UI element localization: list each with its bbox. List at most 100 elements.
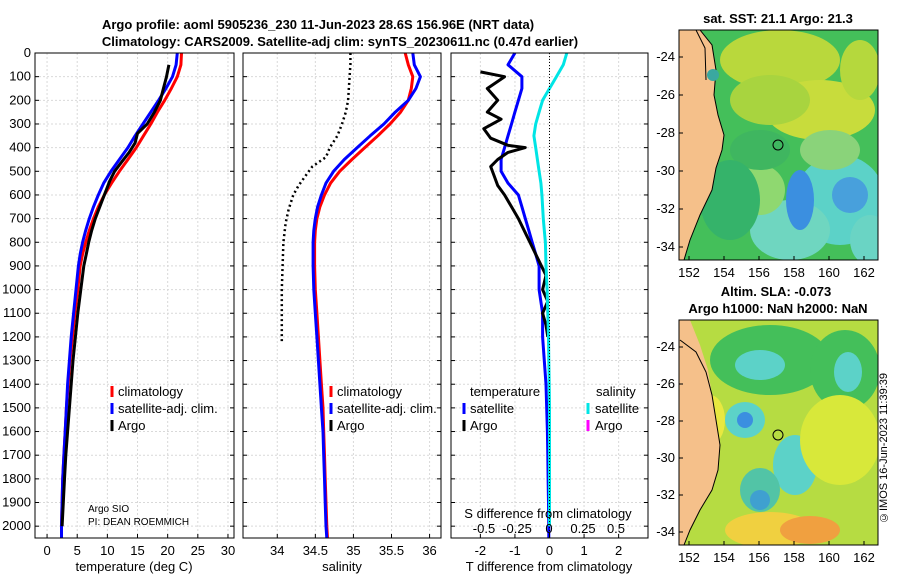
x-tick-label: 25: [191, 543, 205, 558]
sst-coastline: [683, 30, 725, 260]
x-tick-label: -2: [475, 543, 487, 558]
x-tick-label: 36: [422, 543, 436, 558]
y-tick-label: 1900: [2, 495, 31, 510]
series-argo: [60, 64, 171, 527]
s-tick-label: 0: [545, 521, 552, 536]
series-salinity-satellite: [532, 52, 569, 527]
map-y-tick-label: -24: [656, 339, 675, 354]
diff-legend-sal-argo: Argo: [595, 418, 622, 433]
sla-map-panel: Altim. SLA: -0.073 Argo h1000: NaN h2000…: [656, 284, 879, 565]
y-tick-label: 1600: [2, 424, 31, 439]
x-tick-label: 35: [346, 543, 360, 558]
series-argo: [280, 53, 352, 342]
x-tick-label: 10: [100, 543, 114, 558]
x-tick-label: 30: [221, 543, 235, 558]
legend-title-temperature: temperature: [470, 384, 540, 399]
sla-map-axes: [678, 319, 879, 546]
y-tick-label: 600: [9, 187, 31, 202]
y-tick-label: 0: [24, 45, 31, 60]
map-x-tick-label: 162: [853, 550, 875, 565]
map-x-tick-label: 158: [783, 550, 805, 565]
series-temperature-argo: [480, 70, 550, 338]
sal-legend-argo: Argo: [337, 418, 364, 433]
map-y-tick-label: -30: [656, 450, 675, 465]
difference-panel: -2 -1 0 1 2 T difference from climatology S …: [450, 52, 649, 574]
temperature-xlabel: temperature (deg C): [75, 559, 192, 574]
map-y-tick-label: -24: [656, 49, 675, 64]
map-x-tick-label: 156: [748, 265, 770, 280]
y-tick-label: 400: [9, 140, 31, 155]
y-tick-label: 2000: [2, 518, 31, 533]
difference-xlabel: T difference from climatology: [466, 559, 633, 574]
series-satellite-adj-clim-: [60, 52, 179, 538]
sal-legend-climatology: climatology: [337, 384, 403, 399]
map-x-tick-label: 160: [818, 265, 840, 280]
sla-map-title: Altim. SLA: -0.073: [721, 284, 832, 299]
temperature-axes: [34, 52, 235, 539]
x-tick-label: 34.5: [303, 543, 328, 558]
x-tick-label: 0: [43, 543, 50, 558]
sla-float-marker: [772, 429, 784, 441]
salinity-xlabel: salinity: [322, 559, 362, 574]
map-y-tick-label: -34: [656, 239, 675, 254]
legend-satellite: satellite-adj. clim.: [118, 401, 218, 416]
sst-float-marker: [772, 139, 784, 151]
sal-legend-satellite: satellite-adj. clim.: [337, 401, 437, 416]
map-x-tick-label: 162: [853, 265, 875, 280]
s-tick-label: -0.5: [473, 521, 495, 536]
map-y-tick-label: -30: [656, 163, 675, 178]
s-tick-label: -0.25: [502, 521, 532, 536]
y-tick-label: 1300: [2, 353, 31, 368]
series-climatology: [313, 52, 415, 539]
map-x-tick-label: 154: [713, 550, 735, 565]
sla-coastline: [679, 339, 721, 545]
series-temperature-satellite: [499, 52, 551, 538]
legend-title-salinity: salinity: [596, 384, 636, 399]
map-x-tick-label: 160: [818, 550, 840, 565]
sst-map-title: sat. SST: 21.1 Argo: 21.3: [703, 11, 853, 26]
sla-land: [679, 320, 720, 545]
x-tick-label: 0: [546, 543, 553, 558]
annotation-argo-sio: Argo SIO: [88, 504, 129, 515]
map-x-tick-label: 154: [713, 265, 735, 280]
s-tick-label: 0.25: [570, 521, 595, 536]
y-tick-label: 900: [9, 258, 31, 273]
y-tick-label: 100: [9, 69, 31, 84]
map-x-tick-label: 152: [678, 265, 700, 280]
y-tick-label: 500: [9, 163, 31, 178]
y-tick-label: 1800: [2, 471, 31, 486]
legend-argo: Argo: [118, 418, 145, 433]
series-satellite-adj-clim-: [311, 52, 422, 539]
annotation-pi: PI: DEAN ROEMMICH: [88, 517, 189, 528]
y-tick-label: 1400: [2, 376, 31, 391]
diff-legend-temp-satellite: satellite: [470, 401, 514, 416]
map-y-tick-label: -32: [656, 201, 675, 216]
x-tick-label: 1: [580, 543, 587, 558]
title-line-2: Climatology: CARS2009. Satellite-adj cli…: [102, 34, 578, 49]
x-tick-label: 35.5: [379, 543, 404, 558]
y-tick-label: 300: [9, 116, 31, 131]
map-y-tick-label: -26: [656, 376, 675, 391]
title-line-1: Argo profile: aoml 5905236_230 11-Jun-20…: [102, 17, 534, 32]
map-y-tick-label: -34: [656, 524, 675, 539]
map-x-tick-label: 156: [748, 550, 770, 565]
map-y-tick-label: -28: [656, 413, 675, 428]
x-tick-label: 34: [270, 543, 284, 558]
salinity-legend: climatology satellite-adj. clim. Argo: [329, 384, 437, 433]
temperature-legend: climatology satellite-adj. clim. Argo: [110, 384, 218, 433]
salinity-panel: 34 34.5 35 35.5 36 salinity climatology sate…: [242, 52, 442, 574]
temperature-panel: 0100200300400500600700800900100011001200…: [2, 45, 235, 574]
y-tick-label: 1000: [2, 282, 31, 297]
difference-legend: temperature salinity satellite Argo sate…: [462, 384, 639, 433]
x-tick-label: 5: [74, 543, 81, 558]
x-tick-label: 20: [160, 543, 174, 558]
map-y-tick-label: -26: [656, 87, 675, 102]
y-tick-label: 1500: [2, 400, 31, 415]
diff-legend-sal-satellite: satellite: [595, 401, 639, 416]
x-tick-label: 2: [615, 543, 622, 558]
y-tick-label: 700: [9, 211, 31, 226]
diff-legend-temp-argo: Argo: [470, 418, 497, 433]
imos-timestamp: ©IMOS 16-Jun-2023 11:39:39: [878, 373, 890, 523]
y-tick-label: 200: [9, 92, 31, 107]
